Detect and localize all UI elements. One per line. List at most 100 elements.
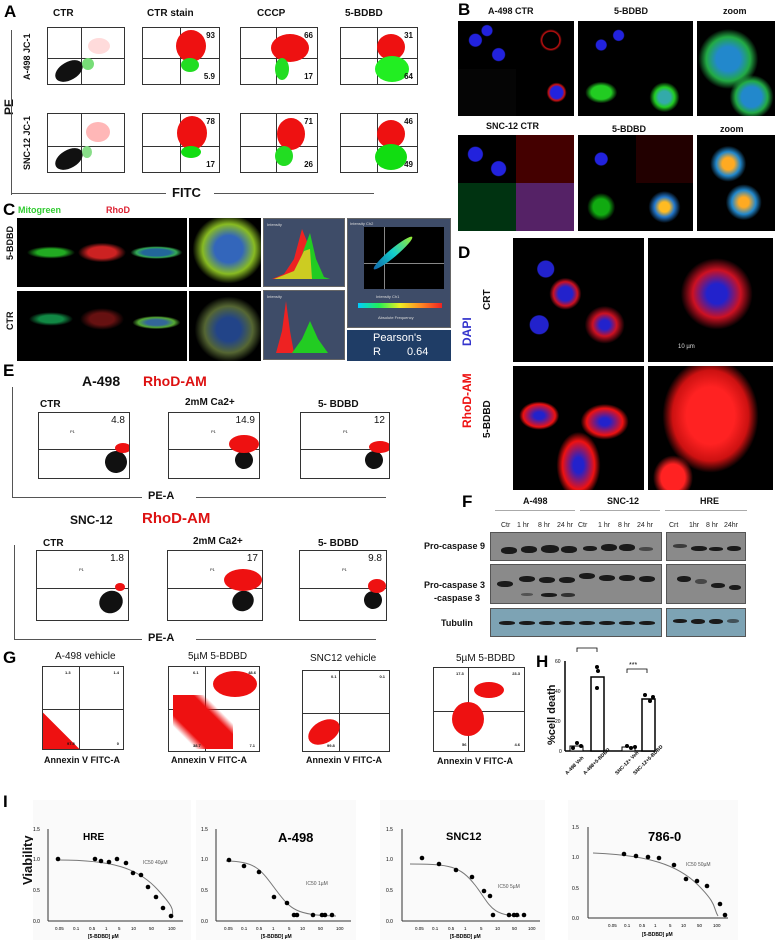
f-blot-casp3-left: [490, 564, 662, 604]
jc1-plot-a498-cccp: 66 17: [240, 27, 318, 85]
d-5bdbd-image-2: [648, 366, 773, 490]
f-group-hre: HRE: [700, 496, 720, 506]
svg-text:A-498: A-498: [278, 830, 313, 845]
svg-text:1.5: 1.5: [572, 825, 579, 831]
f-blot-procasp9-left: [490, 532, 662, 561]
f-label-tubulin: Tubulin: [441, 618, 473, 628]
e-b2-plot-bdbd: P1 9.8: [299, 550, 387, 621]
jc1-plot-a498-bdbd: 31 64: [340, 27, 418, 85]
e-b2-cond-ctr: CTR: [43, 538, 64, 549]
e-b2-cond-bdbd: 5- BDBD: [318, 538, 359, 549]
c-scatterplot: Intensity Ch2 Intensity Ch1 Absolute Fre…: [347, 218, 451, 328]
b-snc12-zoom-image: [697, 135, 775, 231]
b-snc12-ctr-image: [458, 135, 574, 231]
svg-text:0.5: 0.5: [89, 926, 96, 931]
svg-text:100: 100: [528, 926, 536, 931]
g-xaxis-2: Annexin V FITC-A: [171, 755, 247, 765]
g-plot-snc12-bdbd: 17.3 23.3 56 4.6: [433, 667, 525, 752]
c-histogram-ctr: Intensity: [263, 290, 345, 360]
svg-text:0.05: 0.05: [224, 926, 233, 931]
e-block1-x-arrow-right: [196, 497, 386, 498]
e-block1-stain: RhoD-AM: [143, 373, 207, 389]
svg-text:1.5: 1.5: [33, 827, 40, 833]
jc1-plot-snc12-cccp: 71 26: [240, 113, 318, 173]
svg-text:0.05: 0.05: [55, 926, 64, 931]
col-cccp: CCCP: [257, 8, 286, 19]
svg-text:50: 50: [512, 926, 518, 931]
c-pearson-box: Pearson's R 0.64: [347, 330, 451, 361]
svg-text:0.5: 0.5: [33, 888, 40, 894]
svg-text:5: 5: [288, 926, 291, 931]
d-dapi-label: DAPI: [460, 317, 474, 346]
e-block1-x-arrow-left: [12, 497, 142, 498]
svg-text:100: 100: [336, 926, 344, 931]
g-xaxis-1: Annexin V FITC-A: [44, 755, 120, 765]
col-5bdbd: 5-BDBD: [345, 8, 383, 19]
svg-text:0.5: 0.5: [639, 923, 646, 928]
g-xaxis-4: Annexin V FITC-A: [437, 756, 513, 766]
svg-text:[5-BDBD] µM: [5-BDBD] µM: [450, 934, 481, 940]
b-row2-zoom: zoom: [720, 124, 744, 134]
panel-a-label: A: [4, 2, 17, 21]
col-ctr-stain: CTR stain: [147, 8, 194, 19]
c-5bdbd-merge-zoom: [189, 218, 261, 287]
jc1-plot-a498-ctrstain: 93 5.9: [142, 27, 220, 85]
svg-text:HRE: HRE: [83, 832, 104, 843]
svg-text:0.0: 0.0: [33, 919, 40, 925]
svg-text:0.0: 0.0: [386, 919, 393, 925]
svg-text:0.5: 0.5: [572, 886, 579, 892]
svg-text:0.5: 0.5: [201, 888, 208, 894]
row-a498: A-498 JC-1: [22, 33, 32, 80]
c-rhod-label: RhoD: [106, 205, 130, 215]
svg-text:1.5: 1.5: [386, 827, 393, 833]
e-b2-plot-ca: P1 17: [167, 550, 263, 621]
x-axis-fitc: FITC: [172, 185, 201, 200]
b-a498-zoom-image: [697, 21, 775, 116]
g-title-2: 5µM 5-BDBD: [188, 651, 248, 662]
b-a498-ctr-image: [458, 21, 574, 116]
jc1-plot-a498-ctr: [47, 27, 125, 85]
svg-text:50: 50: [697, 923, 703, 928]
svg-text:Intensity: Intensity: [267, 294, 282, 299]
svg-text:1: 1: [654, 923, 657, 928]
svg-text:50: 50: [149, 926, 155, 931]
col-ctr: CTR: [53, 8, 74, 19]
f-label-procasp9: Pro-caspase 9: [424, 541, 486, 551]
panel-c-label: C: [3, 200, 16, 219]
svg-text:***: ***: [629, 662, 637, 669]
c-row-ctr: CTR: [5, 311, 15, 331]
svg-text:40: 40: [555, 689, 561, 695]
x-arrow-left: [11, 193, 166, 194]
f-blot-casp3-right: [666, 564, 746, 604]
svg-text:[5-BDBD] µM: [5-BDBD] µM: [642, 932, 673, 938]
svg-text:0.05: 0.05: [415, 926, 424, 931]
b-row2-treat: 5-BDBD: [612, 124, 647, 134]
svg-text:1.0: 1.0: [33, 857, 40, 863]
b-row1-treat: 5-BDBD: [614, 6, 649, 16]
svg-text:1: 1: [105, 926, 108, 931]
g-plot-snc12-vehicle: 0.1 0.1 99.8: [302, 670, 390, 752]
e-b2-cond-ca: 2mM Ca2+: [193, 536, 243, 547]
c-colorbar: [358, 303, 442, 308]
e-block2-y-arrow: [14, 545, 15, 640]
c-histogram-5bdbd: Intensity: [263, 218, 345, 287]
d-5bdbd-image-1: [513, 366, 644, 490]
g-xaxis-3: Annexin V FITC-A: [306, 755, 382, 765]
e-b1-cond-ctr: CTR: [40, 399, 61, 410]
d-crt-image-2: 10 µm: [648, 238, 773, 362]
i-plot-786-0: 1.5 1.0 0.5 0.0 786-0 IC50 50µM 0.05 0.1 0.5 1…: [568, 800, 738, 940]
svg-text:0.5: 0.5: [386, 888, 393, 894]
panel-d-label: D: [458, 243, 471, 262]
svg-text:1.5: 1.5: [201, 827, 208, 833]
b-a498-bdbd-image: [578, 21, 693, 116]
g-plot-a498-bdbd: 6.1 48.6 38.7 7.1: [168, 666, 260, 752]
e-block1-xaxis: PE-A: [148, 490, 175, 502]
e-b1-cond-bdbd: 5- BDBD: [318, 399, 359, 410]
c-5bdbd-channels: [17, 218, 187, 287]
g-plot-a498-vehicle: 1.3 1.4 97.5 0: [42, 666, 124, 750]
svg-text:1: 1: [464, 926, 467, 931]
panel-h-label: H: [536, 652, 549, 671]
svg-text:0.05: 0.05: [608, 923, 617, 928]
panel-i-label: I: [3, 792, 8, 811]
